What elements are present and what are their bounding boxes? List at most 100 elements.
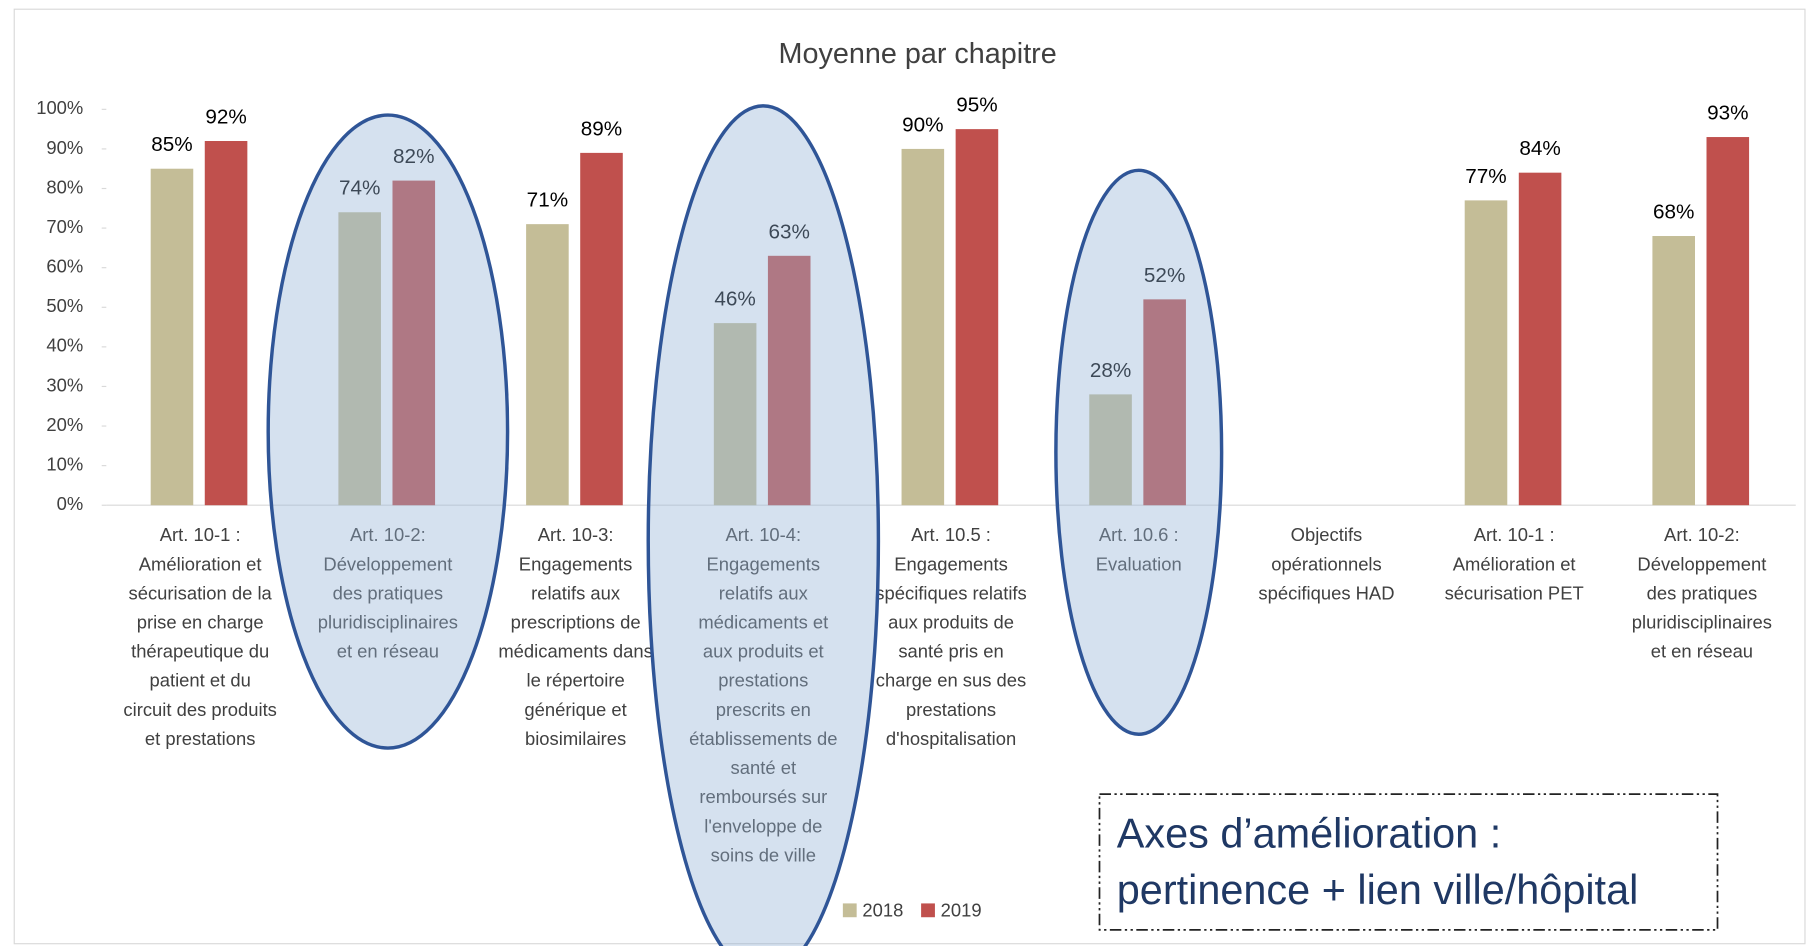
y-tick-label: 30%: [46, 374, 83, 395]
y-tick-label: 0%: [57, 493, 84, 514]
bar: [338, 212, 381, 506]
x-tick-label: Développement: [1637, 553, 1766, 574]
x-tick-label: circuit des produits: [123, 699, 276, 720]
highlight-ellipse: [646, 104, 881, 946]
x-tick-label: charge en sus des: [876, 670, 1026, 691]
x-tick-label: biosimilaires: [525, 728, 626, 749]
x-tick-label: sécurisation de la: [129, 582, 273, 603]
x-tick-label: remboursés sur: [699, 786, 827, 807]
bar: [901, 148, 945, 506]
bar: [1518, 172, 1562, 506]
x-tick-label: patient et du: [150, 670, 251, 691]
x-tick-label: établissements de: [689, 728, 837, 749]
x-tick-label: pluridisciplinaires: [1632, 612, 1772, 633]
x-tick-label: des pratiques: [333, 582, 444, 603]
x-tick-label: Art. 10-1 :: [1474, 524, 1555, 545]
data-label: 92%: [205, 105, 246, 128]
bar: [1089, 394, 1132, 506]
data-label: 74%: [339, 177, 380, 200]
legend-label: 2018: [862, 899, 903, 920]
x-tick-label: thérapeutique du: [131, 641, 269, 662]
data-label: 90%: [902, 113, 943, 136]
annotation-line: Axes d’amélioration :: [1117, 810, 1502, 857]
bar: [955, 129, 999, 506]
x-tick-label: soins de ville: [711, 844, 816, 865]
data-label: 89%: [581, 117, 622, 140]
data-label: 28%: [1090, 359, 1131, 382]
x-tick-label: Engagements: [894, 553, 1008, 574]
x-tick-label: prestations: [906, 699, 996, 720]
x-tick-label: sécurisation PET: [1445, 582, 1584, 603]
legend-swatch: [921, 903, 935, 918]
x-tick-label: prescriptions de: [511, 612, 641, 633]
bar: [767, 255, 811, 506]
x-tick-label: prise en charge: [137, 612, 264, 633]
x-tick-label: l'enveloppe de: [704, 815, 822, 836]
x-tick-label: Développement: [323, 553, 452, 574]
x-tick-label: Evaluation: [1096, 553, 1182, 574]
annotation-box: [1098, 793, 1719, 931]
x-tick-label: médicaments dans: [498, 641, 653, 662]
legend-swatch: [842, 903, 857, 918]
y-tick-label: 80%: [46, 176, 83, 197]
x-tick-label: santé pris en: [898, 641, 1003, 662]
x-tick-label: Art. 10-4:: [725, 524, 801, 545]
data-label: 71%: [527, 189, 568, 212]
x-tick-label: spécifiques HAD: [1258, 582, 1394, 603]
bar: [204, 141, 248, 506]
x-tick-label: Art. 10-2:: [350, 524, 426, 545]
y-tick-label: 20%: [46, 414, 83, 435]
x-tick-label: générique et: [524, 699, 626, 720]
x-tick-label: Art. 10-1 :: [160, 524, 241, 545]
data-label: 77%: [1465, 165, 1506, 188]
bar: [713, 323, 757, 506]
annotation-line: pertinence + lien ville/hôpital: [1117, 866, 1639, 913]
bar: [1464, 200, 1508, 506]
data-label: 82%: [393, 145, 434, 168]
bar: [580, 152, 623, 506]
x-tick-label: d'hospitalisation: [886, 728, 1016, 749]
y-tick-label: 100%: [36, 97, 83, 118]
bar: [392, 180, 436, 506]
x-tick-label: relatifs aux: [719, 582, 808, 603]
y-tick-label: 70%: [46, 216, 83, 237]
x-tick-label: et en réseau: [1651, 641, 1753, 662]
x-tick-label: Amélioration et: [139, 553, 262, 574]
y-tick-label: 90%: [46, 137, 83, 158]
data-label: 84%: [1519, 137, 1560, 160]
bar: [1652, 236, 1695, 506]
x-tick-label: prestations: [718, 670, 808, 691]
x-tick-label: Amélioration et: [1453, 553, 1576, 574]
chart-title: Moyenne par chapitre: [779, 38, 1057, 70]
x-tick-label: aux produits de: [888, 612, 1014, 633]
x-tick-label: santé et: [731, 757, 797, 778]
data-label: 95%: [956, 94, 997, 117]
y-tick-label: 40%: [46, 335, 83, 356]
x-tick-label: Engagements: [707, 553, 821, 574]
x-tick-label: des pratiques: [1647, 582, 1758, 603]
data-label: 46%: [714, 288, 755, 311]
x-tick-label: Art. 10.5 :: [911, 524, 991, 545]
data-label: 93%: [1707, 101, 1748, 124]
data-label: 52%: [1144, 264, 1185, 287]
bar: [526, 224, 569, 506]
highlight-ellipse: [266, 113, 510, 750]
x-tick-label: Art. 10-2:: [1664, 524, 1740, 545]
x-tick-label: Art. 10-3:: [538, 524, 614, 545]
highlight-ellipse: [1054, 168, 1224, 736]
plot: 0% 10% 20% 30% 40% 50% 60% 70% 80% 90% 100% Art. 10…: [36, 94, 1796, 946]
bar: [1143, 299, 1186, 506]
x-tick-label: Art. 10.6 :: [1099, 524, 1179, 545]
x-tick-label: opérationnels: [1271, 553, 1382, 574]
y-tick-label: 10%: [46, 453, 83, 474]
legend-label: 2019: [941, 899, 982, 920]
x-tick-label: pluridisciplinaires: [318, 612, 458, 633]
x-tick-label: Engagements: [519, 553, 633, 574]
x-tick-label: et en réseau: [337, 641, 439, 662]
data-label: 85%: [151, 133, 192, 156]
x-tick-label: spécifiques relatifs: [875, 582, 1026, 603]
x-tick-label: le répertoire: [526, 670, 624, 691]
bar: [150, 168, 194, 506]
y-tick-label: 50%: [46, 295, 83, 316]
